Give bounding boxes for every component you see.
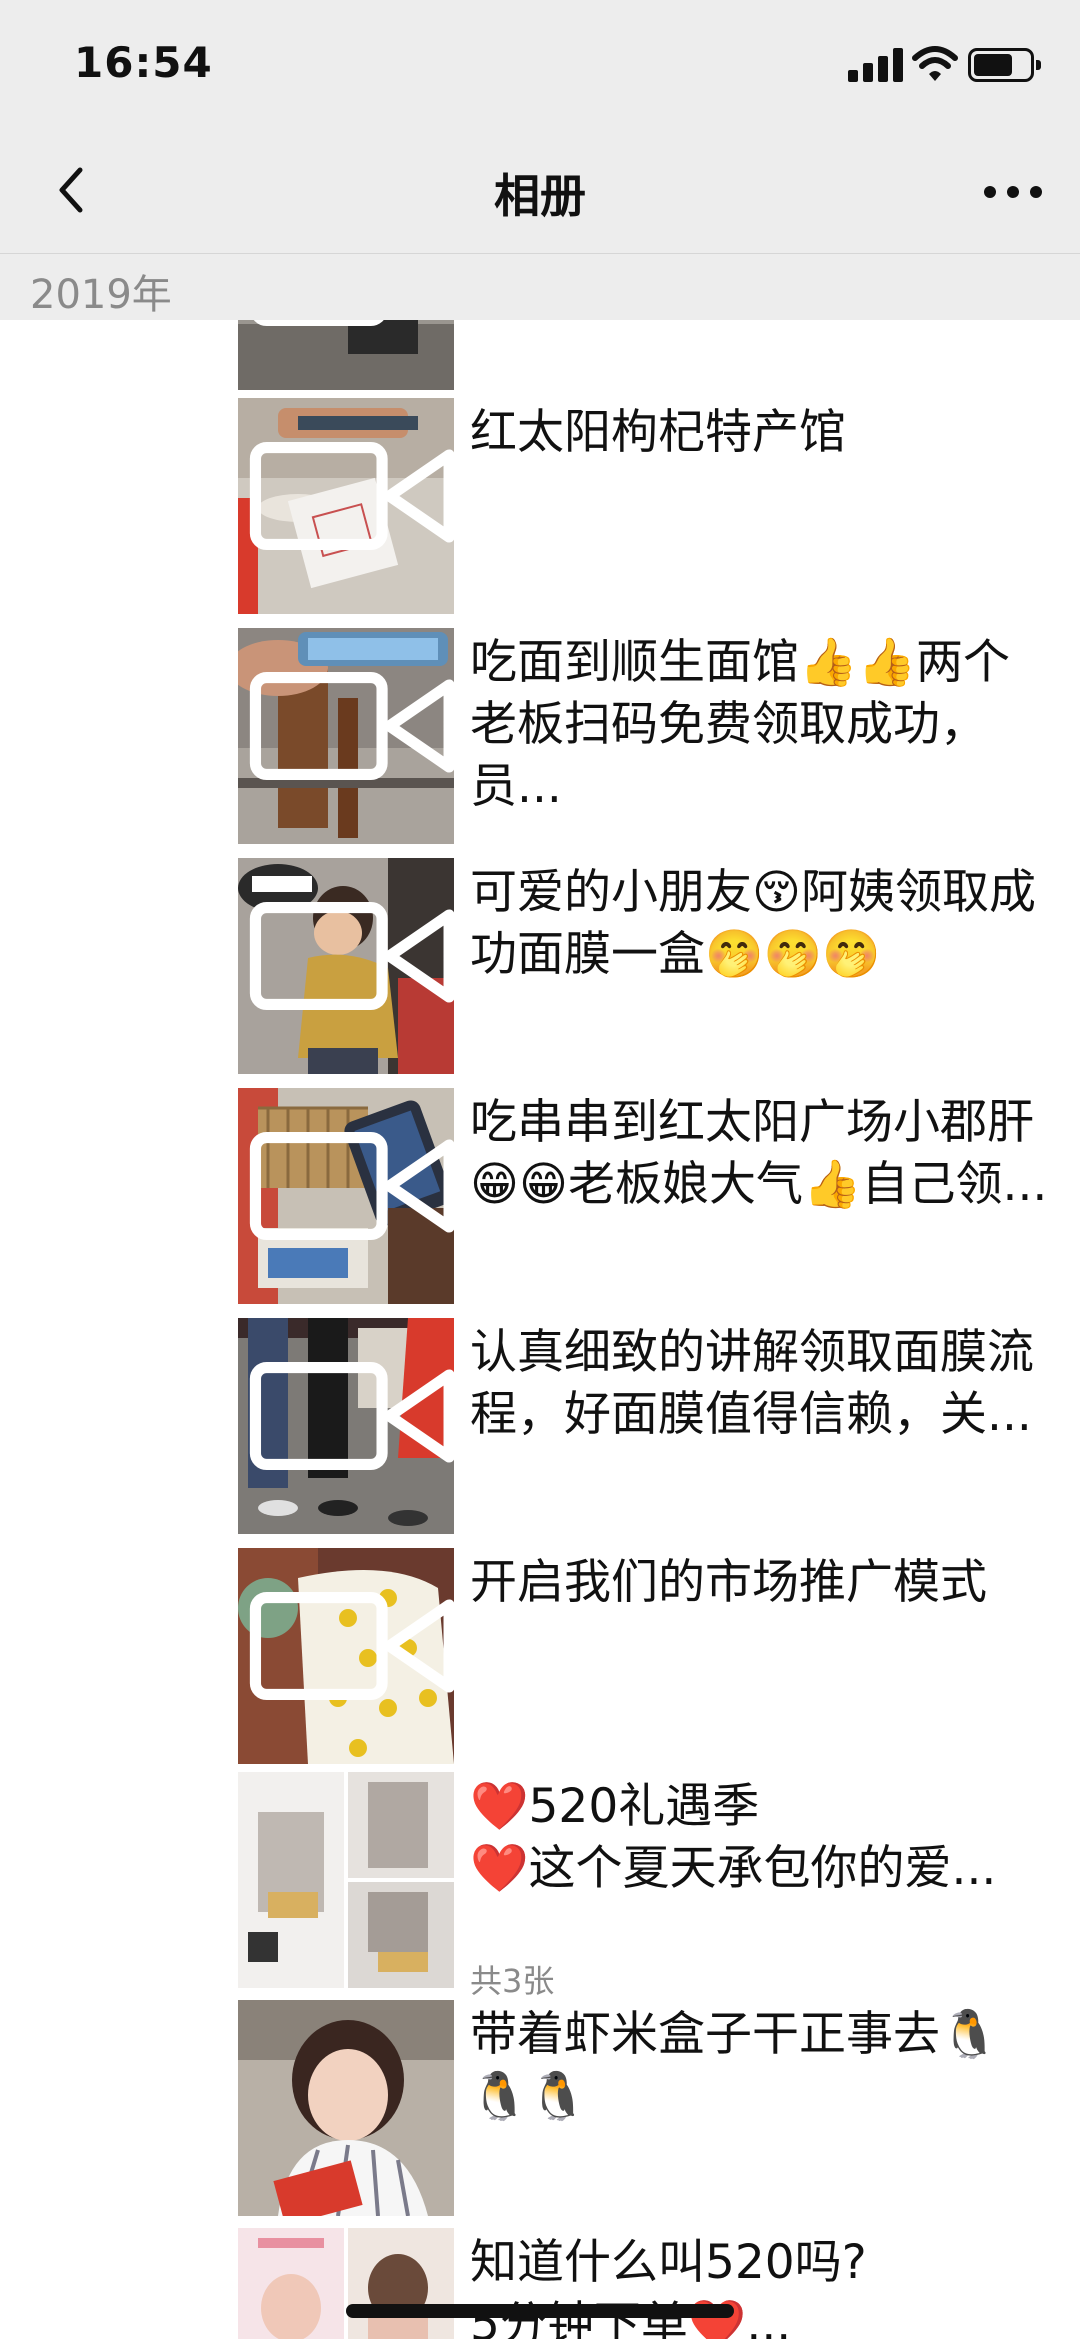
album-post[interactable]: 开启我们的市场推广模式: [238, 1548, 1058, 1764]
album-post[interactable]: 知道什么叫520吗? 5分钟下单❤️...: [238, 2228, 1058, 2339]
post-text: 知道什么叫520吗? 5分钟下单❤️...: [470, 2235, 867, 2339]
back-button[interactable]: [36, 154, 108, 226]
post-thumbnail[interactable]: [238, 628, 454, 844]
status-bar: 16:54: [0, 0, 1080, 132]
video-icon: [249, 1592, 454, 1700]
more-dots-icon: [984, 186, 1042, 198]
year-header: 2019年: [0, 254, 1080, 320]
album-post[interactable]: 可爱的小朋友😚阿姨领取成功面膜一盒🤭🤭🤭: [238, 858, 1058, 1074]
post-text: ❤️520礼遇季 ❤️这个夏天承包你的爱...: [470, 1779, 997, 1896]
photo-count: 共3张: [470, 1962, 555, 2000]
video-icon: [249, 902, 454, 1010]
post-thumbnail[interactable]: [238, 1088, 454, 1304]
more-button[interactable]: [978, 162, 1048, 222]
chevron-left-icon: [59, 167, 83, 213]
year-label: 2019年: [30, 272, 172, 318]
home-indicator[interactable]: [346, 2304, 734, 2318]
signal-icon: [848, 48, 904, 82]
post-text: 吃面到顺生面馆👍👍两个老板扫码免费领取成功，员...: [470, 635, 1011, 814]
page-title: 相册: [494, 169, 586, 223]
video-icon: [249, 1132, 454, 1240]
album-post[interactable]: 认真细致的讲解领取面膜流程，好面膜值得信赖，关...: [238, 1318, 1058, 1534]
post-thumbnail[interactable]: [238, 858, 454, 1074]
video-icon: [249, 672, 454, 780]
album-post[interactable]: [238, 320, 1058, 390]
video-icon: [249, 442, 454, 550]
album-post[interactable]: 带着虾米盒子干正事去🐧🐧🐧: [238, 2000, 1058, 2216]
battery-icon: [968, 48, 1041, 82]
album-post[interactable]: 红太阳枸杞特产馆: [238, 398, 1058, 614]
post-text: 认真细致的讲解领取面膜流程，好面膜值得信赖，关...: [470, 1325, 1034, 1442]
post-thumbnail[interactable]: [238, 398, 454, 614]
post-thumbnail-grid[interactable]: [238, 2228, 454, 2339]
post-thumbnail-grid[interactable]: [238, 1772, 454, 1988]
post-text: 红太阳枸杞特产馆: [470, 405, 846, 460]
post-thumbnail[interactable]: [238, 1548, 454, 1764]
post-thumbnail[interactable]: [238, 2000, 454, 2216]
album-post[interactable]: ❤️520礼遇季 ❤️这个夏天承包你的爱... 共3张: [238, 1772, 1058, 2000]
post-text: 可爱的小朋友😚阿姨领取成功面膜一盒🤭🤭🤭: [470, 865, 1036, 982]
post-thumbnail[interactable]: [238, 320, 454, 390]
album-post[interactable]: 吃面到顺生面馆👍👍两个老板扫码免费领取成功，员...: [238, 628, 1058, 844]
album-feed[interactable]: 红太阳枸杞特产馆 吃面到顺生面馆👍👍两个老板扫码免费领取成功，员...: [0, 320, 1080, 2339]
post-text: 带着虾米盒子干正事去🐧🐧🐧: [470, 2007, 999, 2124]
album-post[interactable]: 吃串串到红太阳广场小郡肝😁😁老板娘大气👍自己领...: [238, 1088, 1058, 1304]
wifi-icon: [912, 44, 958, 84]
post-text: 吃串串到红太阳广场小郡肝😁😁老板娘大气👍自己领...: [470, 1095, 1048, 1212]
video-icon: [249, 1362, 454, 1470]
nav-bar: 相册: [0, 132, 1080, 254]
post-text: 开启我们的市场推广模式: [470, 1555, 987, 1610]
video-icon: [253, 320, 384, 326]
status-time: 16:54: [74, 38, 213, 87]
post-thumbnail[interactable]: [238, 1318, 454, 1534]
